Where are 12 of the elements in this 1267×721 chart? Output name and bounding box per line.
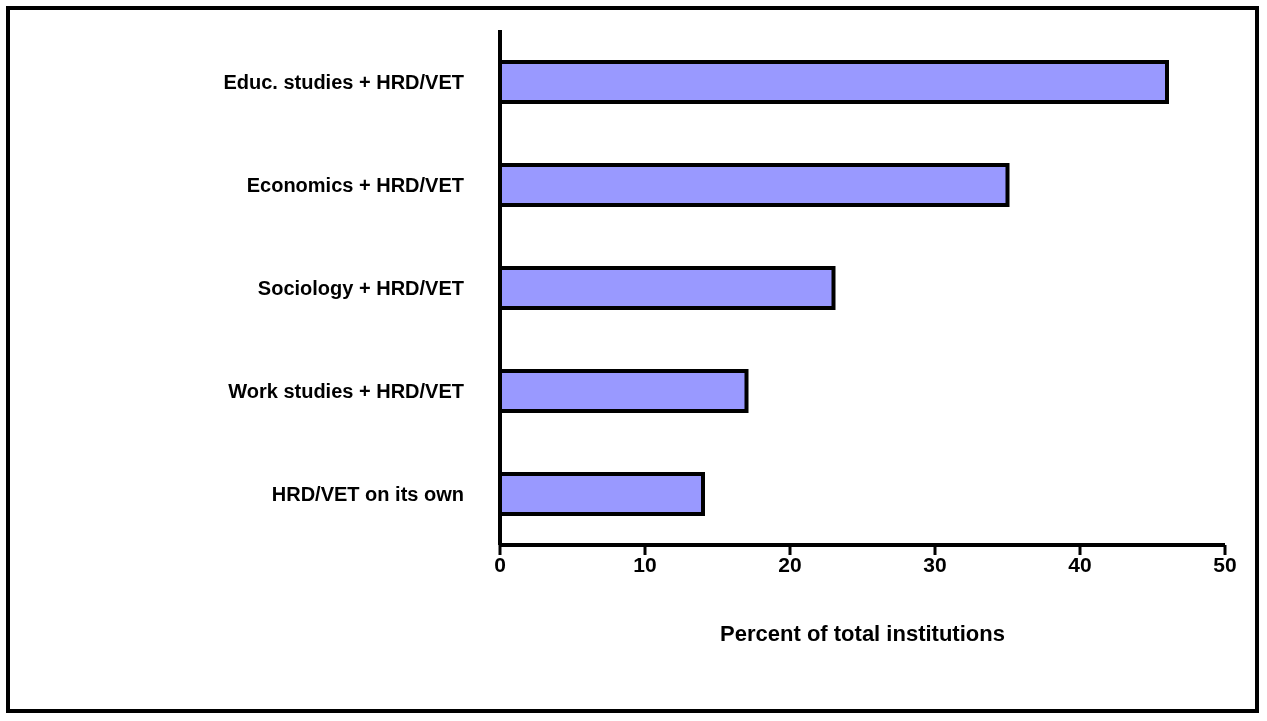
y-tick-label: Economics + HRD/VET	[246, 173, 464, 196]
x-tick-label: 10	[633, 552, 657, 576]
x-axis-title: Percent of total institutions	[720, 621, 1005, 646]
y-tick-label: Work studies + HRD/VET	[228, 379, 464, 402]
y-tick-label: HRD/VET on its own	[271, 482, 464, 505]
y-tick-label: Sociology + HRD/VET	[257, 276, 464, 299]
x-tick-label: 40	[1068, 552, 1092, 576]
x-tick-label: 30	[923, 552, 947, 576]
x-tick-label: 50	[1213, 552, 1237, 576]
x-tick-label: 0	[494, 552, 506, 576]
x-tick-label: 20	[778, 552, 802, 576]
y-tick-label: Educ. studies + HRD/VET	[223, 70, 464, 93]
